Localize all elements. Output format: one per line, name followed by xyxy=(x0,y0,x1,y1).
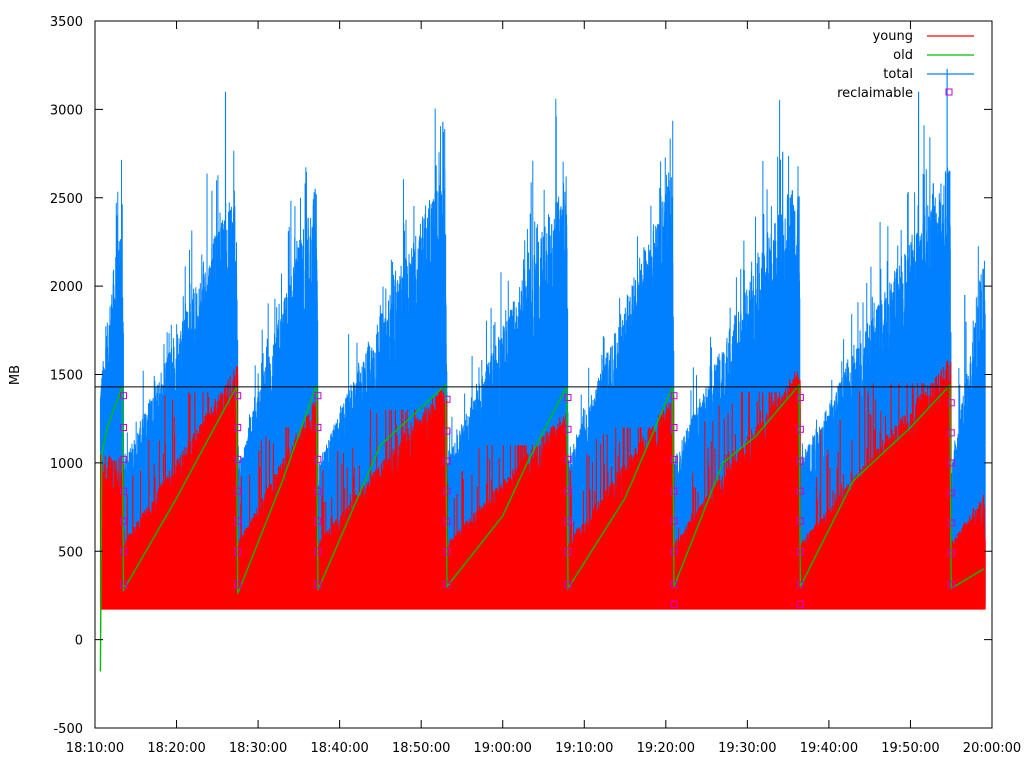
reclaimable-point xyxy=(796,581,804,589)
y-tick-label: 1000 xyxy=(50,457,83,472)
reclaimable-point xyxy=(564,487,572,495)
reclaimable-point xyxy=(234,424,242,432)
reclaimable-point xyxy=(564,393,572,401)
reclaimable-point xyxy=(564,581,572,589)
reclaimable-point xyxy=(120,424,128,432)
x-tick-label: 18:20:00 xyxy=(147,741,205,756)
reclaimable-point xyxy=(947,489,955,497)
reclaimable-point xyxy=(670,547,678,555)
legend-label-old: old xyxy=(893,48,913,63)
x-tick-label: 18:50:00 xyxy=(392,741,450,756)
young-impulses xyxy=(99,360,986,610)
reclaimable-point xyxy=(796,547,804,555)
reclaimable-point xyxy=(234,455,242,463)
reclaimable-point xyxy=(796,517,804,525)
x-tick-label: 18:30:00 xyxy=(229,741,287,756)
y-tick-label: 1500 xyxy=(50,369,83,384)
reclaimable-point xyxy=(314,517,322,525)
x-tick-label: 19:30:00 xyxy=(718,741,776,756)
reclaimable-point xyxy=(234,581,242,589)
tick-layer: -500 0 500 1000 1500 2000 2500 3000 3500 18:10:00… xyxy=(50,15,1021,756)
y-tick-label: 0 xyxy=(75,634,83,649)
reclaimable-point xyxy=(234,547,242,555)
total-impulses xyxy=(99,68,986,541)
series-reclaimable xyxy=(120,392,955,608)
series-young xyxy=(99,360,986,610)
reclaimable-point xyxy=(234,487,242,495)
reclaimable-point xyxy=(947,519,955,527)
reclaimable-point xyxy=(947,459,955,467)
reclaimable-point xyxy=(120,517,128,525)
x-tick-label: 18:10:00 xyxy=(66,741,124,756)
y-tick-label: 3500 xyxy=(50,15,83,30)
y-tick-label: 500 xyxy=(58,545,83,560)
reclaimable-point xyxy=(443,395,451,403)
reclaimable-point xyxy=(564,517,572,525)
x-tick-label: 19:50:00 xyxy=(881,741,939,756)
x-tick-label: 20:00:00 xyxy=(963,741,1021,756)
legend: young old total reclaimable xyxy=(837,29,974,101)
reclaimable-point xyxy=(234,392,242,400)
reclaimable-point xyxy=(564,455,572,463)
reclaimable-point xyxy=(443,547,451,555)
reclaimable-point xyxy=(796,457,804,465)
reclaimable-point xyxy=(670,581,678,589)
reclaimable-point xyxy=(120,581,128,589)
reclaimable-point xyxy=(314,487,322,495)
x-tick-label: 19:10:00 xyxy=(555,741,613,756)
reclaimable-point xyxy=(120,487,128,495)
reclaimable-point xyxy=(314,392,322,400)
reclaimable-point xyxy=(670,392,678,400)
legend-swatch-reclaimable xyxy=(945,88,953,96)
reclaimable-point xyxy=(947,549,955,557)
reclaimable-point xyxy=(947,429,955,437)
x-tick-label: 18:40:00 xyxy=(310,741,368,756)
reclaimable-point xyxy=(670,517,678,525)
reclaimable-point xyxy=(120,455,128,463)
reclaimable-point xyxy=(564,425,572,433)
reclaimable-point xyxy=(120,392,128,400)
y-tick-label: 2000 xyxy=(50,280,83,295)
reclaimable-point xyxy=(796,393,804,401)
reclaimable-point xyxy=(670,487,678,495)
reclaimable-point xyxy=(314,424,322,432)
reclaimable-point xyxy=(443,517,451,525)
series-old xyxy=(99,383,985,672)
reclaimable-point xyxy=(947,581,955,589)
reclaimable-point xyxy=(947,399,955,407)
reclaimable-point xyxy=(314,547,322,555)
legend-label-total: total xyxy=(883,67,913,82)
y-axis-label: MB xyxy=(8,365,23,385)
x-tick-label: 19:00:00 xyxy=(474,741,532,756)
y-tick-label: 3000 xyxy=(50,103,83,118)
series-layer xyxy=(99,68,986,672)
y-tick-label: 2500 xyxy=(50,192,83,207)
reclaimable-point xyxy=(443,457,451,465)
reclaimable-point xyxy=(443,581,451,589)
legend-label-reclaimable: reclaimable xyxy=(837,86,913,101)
reclaimable-point xyxy=(314,455,322,463)
legend-label-young: young xyxy=(873,29,913,44)
x-tick-label: 19:40:00 xyxy=(800,741,858,756)
axis-labels: MB xyxy=(8,365,23,385)
reclaimable-point xyxy=(796,600,804,608)
reclaimable-point xyxy=(234,517,242,525)
reclaimable-point xyxy=(670,600,678,608)
y-tick-label: -500 xyxy=(53,722,83,737)
reclaimable-point xyxy=(796,487,804,495)
reclaimable-point xyxy=(670,455,678,463)
x-tick-label: 19:20:00 xyxy=(637,741,695,756)
reclaimable-point xyxy=(120,547,128,555)
reclaimable-point xyxy=(670,424,678,432)
reclaimable-point xyxy=(564,547,572,555)
old-line xyxy=(99,383,985,672)
reclaimable-point xyxy=(796,425,804,433)
reclaimable-point xyxy=(314,581,322,589)
reclaimable-point xyxy=(443,487,451,495)
reclaimable-point xyxy=(443,427,451,435)
